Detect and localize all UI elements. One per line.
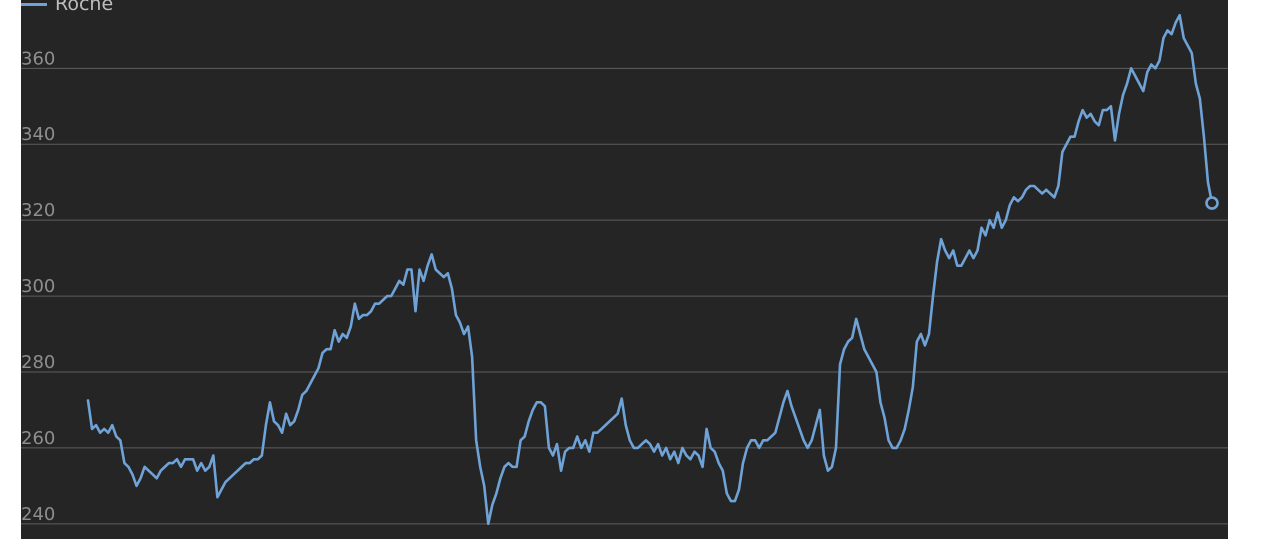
gridlines <box>21 67 1228 525</box>
y-tick-label-240: 240 <box>21 504 55 525</box>
series-line-roche <box>86 13 1214 526</box>
legend-label-roche: Roche <box>55 0 114 15</box>
y-tick-label-300: 300 <box>21 276 55 297</box>
y-tick-label-360: 360 <box>21 48 55 69</box>
y-tick-label-320: 320 <box>21 200 55 221</box>
y-tick-label-260: 260 <box>21 428 55 449</box>
series-layer <box>86 13 1219 526</box>
y-tick-label-280: 280 <box>21 352 55 373</box>
legend: Roche <box>21 0 113 15</box>
chart-svg: 240 260 280 300 320 340 360 <box>21 13 1228 526</box>
legend-swatch <box>21 2 47 6</box>
chart-panel: 240 260 280 300 320 340 360 Roche <box>21 0 1228 539</box>
y-tick-label-340: 340 <box>21 124 55 145</box>
y-axis-ticks: 240 260 280 300 320 340 360 <box>21 48 55 524</box>
last-point-marker <box>1205 196 1219 210</box>
